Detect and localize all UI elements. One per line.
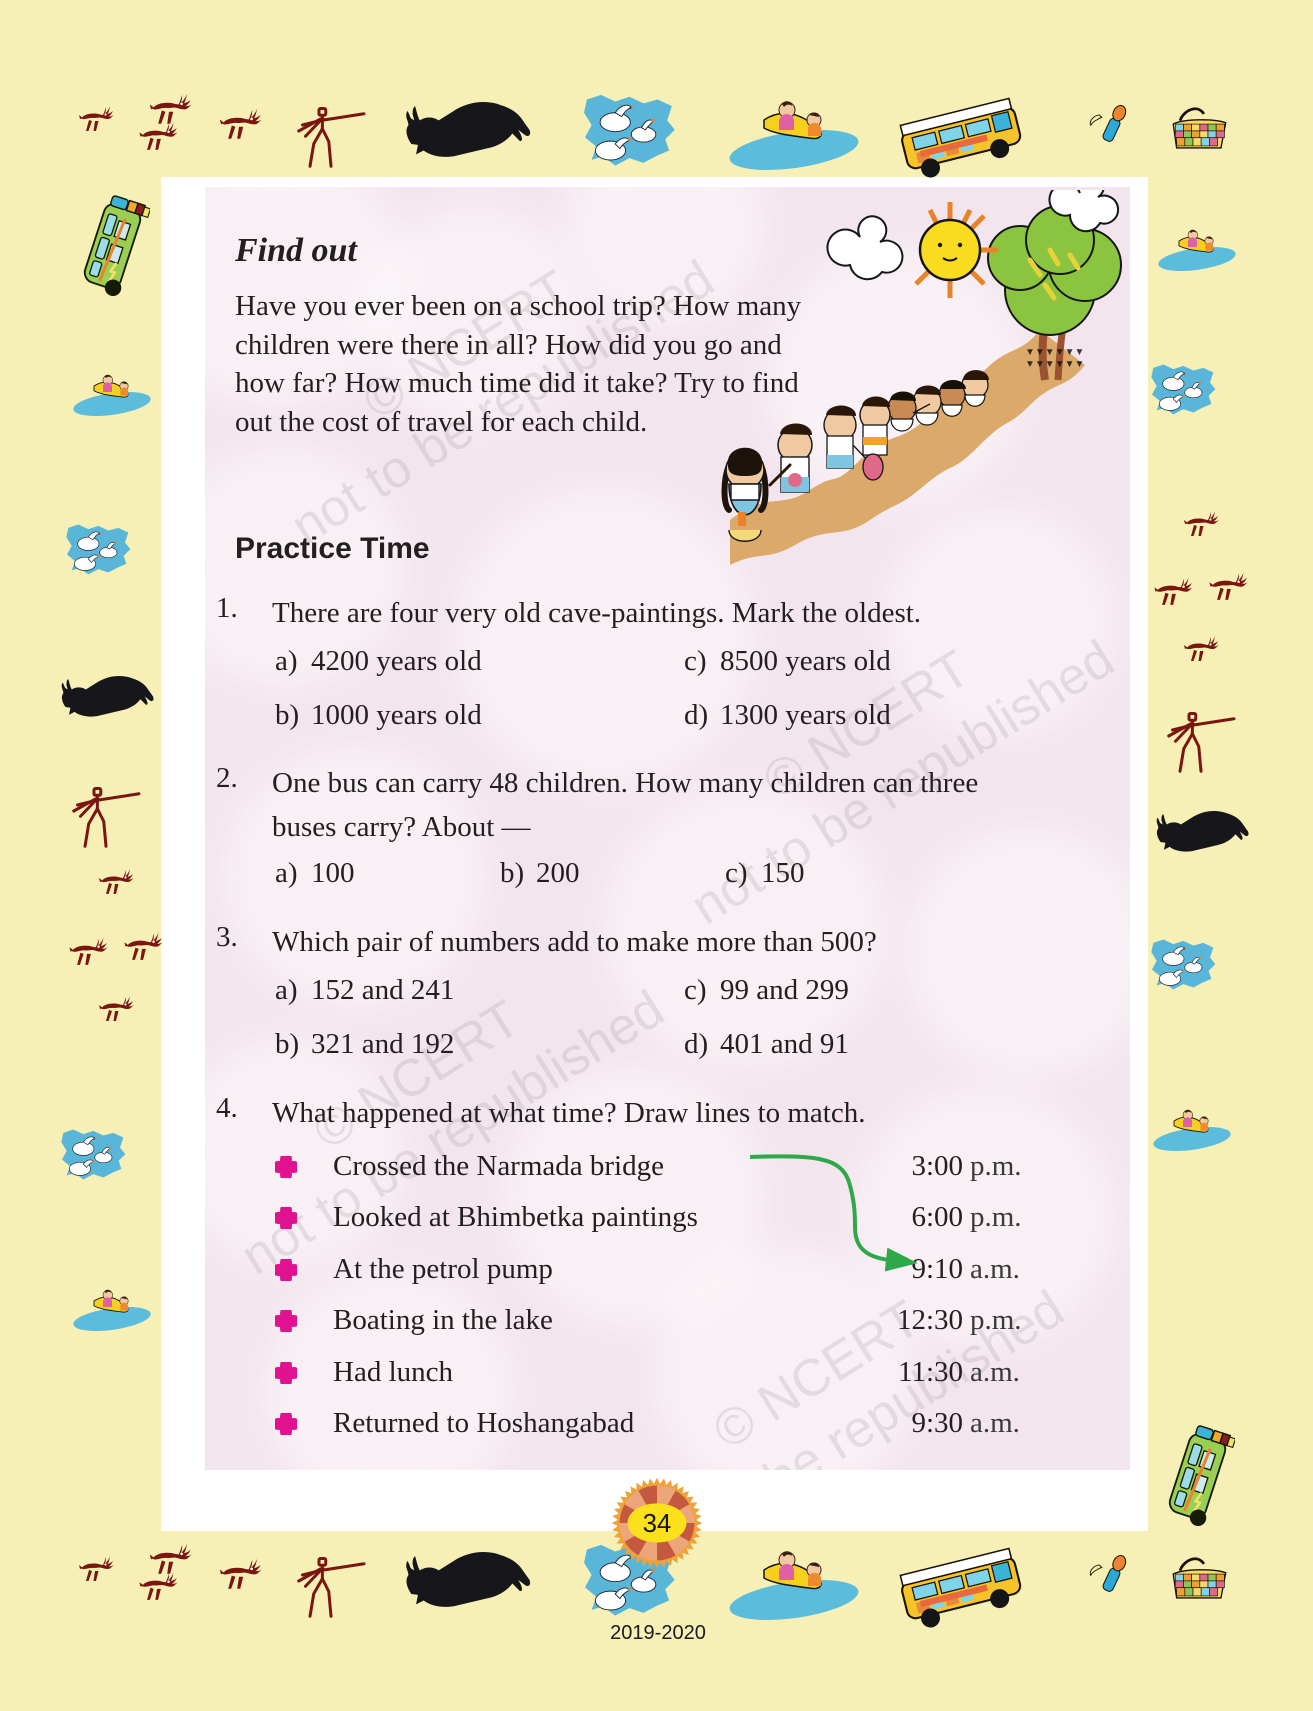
svg-text:▼▼▼▼▼▼: ▼▼▼▼▼▼ bbox=[1025, 359, 1084, 370]
svg-text:34: 34 bbox=[643, 1510, 671, 1538]
svg-text:▼▼▼▼▼▼: ▼▼▼▼▼▼ bbox=[1025, 347, 1084, 358]
